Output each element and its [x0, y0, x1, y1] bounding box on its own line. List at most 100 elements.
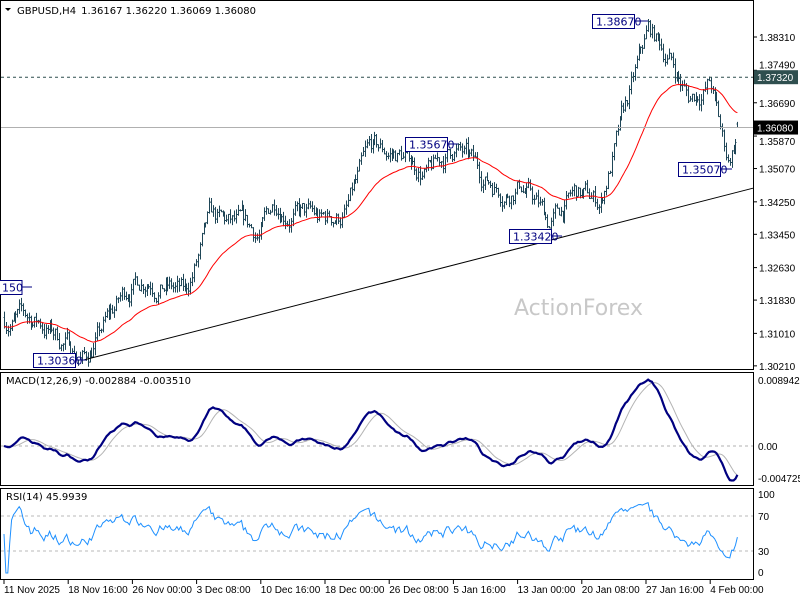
collapse-triangle-icon[interactable]: [5, 8, 11, 11]
ohlc-bar: [337, 213, 340, 225]
ohlc-bar: [560, 206, 563, 217]
ohlc-bar: [102, 316, 105, 333]
ohlc-bar: [111, 304, 114, 314]
ohlc-bar: [554, 203, 557, 219]
ohlc-bar: [242, 204, 245, 226]
ohlc-bar: [660, 38, 663, 51]
ohlc-bar: [263, 207, 266, 221]
ohlc-bar: [415, 168, 418, 181]
ohlc-bar: [535, 192, 538, 200]
ohlc-bar: [508, 195, 511, 208]
ohlc-bar: [461, 143, 464, 158]
moving-average-line: [3, 83, 738, 343]
ohlc-bar: [383, 147, 386, 155]
ohlc-bar: [734, 139, 737, 155]
ohlc-bar: [520, 186, 523, 193]
ohlc-bar: [155, 297, 158, 304]
ohlc-bar: [725, 142, 728, 161]
ohlc-bar: [674, 58, 677, 84]
annotation-low-1.33420[interactable]: 1.33420: [509, 229, 563, 244]
ohlc-bar: [655, 33, 658, 42]
ohlc-bar: [216, 208, 219, 223]
ohlc-bar: [658, 33, 661, 51]
ohlc-bar: [265, 206, 268, 215]
ohlc-bar: [277, 208, 280, 220]
ohlc-bar: [113, 306, 116, 318]
ohlc-bar: [180, 277, 183, 287]
ohlc-bar: [392, 149, 395, 159]
price-tick-label: 1.36690: [759, 99, 796, 110]
ohlc-bar: [227, 213, 230, 225]
ohlc-bar: [125, 291, 128, 301]
ohlc-bar: [332, 221, 335, 228]
ohlc-bar: [512, 195, 515, 206]
annotation-label: 1.38670: [596, 16, 642, 29]
annotation-clipped-150[interactable]: 150: [0, 280, 32, 295]
ohlc-bar: [373, 131, 376, 146]
ohlc-bar: [438, 157, 441, 167]
ohlc-bar: [364, 140, 367, 157]
ohlc-bar: [250, 223, 253, 229]
ohlc-bar: [153, 292, 156, 303]
ohlc-bar: [459, 141, 462, 151]
annotation-low-1.35070[interactable]: 1.35070: [678, 162, 733, 177]
ohlc-bar: [60, 344, 63, 352]
rsi-pane[interactable]: [0, 488, 754, 580]
ohlc-bar: [119, 292, 122, 302]
ohlc-bar: [480, 171, 483, 192]
ohlc-bar: [301, 203, 304, 209]
ohlc-bar: [609, 170, 612, 175]
ohlc-bar: [472, 144, 475, 161]
watermark: ActionForex: [514, 296, 643, 321]
annotation-high-1.35670[interactable]: 1.35670: [405, 137, 459, 152]
ohlc-bar: [398, 149, 401, 156]
ohlc-bar: [339, 217, 342, 229]
ohlc-bar: [484, 176, 487, 191]
ohlc-bar: [691, 93, 694, 102]
price-tick-label: 1.37490: [759, 61, 796, 72]
ohlc-bar: [601, 197, 604, 204]
ohlc-bar: [43, 324, 46, 339]
ohlc-bar: [607, 171, 610, 190]
ohlc-bar: [64, 332, 67, 350]
ohlc-bar: [731, 150, 734, 168]
ohlc-bar: [525, 182, 528, 198]
ohlc-bar: [402, 152, 405, 160]
ohlc-bar: [296, 201, 299, 212]
ohlc-bar: [645, 25, 648, 40]
ohlc-bar: [31, 322, 34, 328]
macd-tick-zero: 0.00: [758, 442, 778, 453]
ohlc-bar: [672, 52, 675, 68]
ohlc-bar: [571, 186, 574, 197]
ohlc-bar: [647, 18, 650, 32]
ohlc-bar: [689, 96, 692, 102]
annotation-low-1.30360[interactable]: 1.30360: [33, 353, 87, 368]
ohlc-bar: [385, 151, 388, 161]
annotation-label: 1.35670: [409, 139, 455, 152]
time-tick-label: 26 Dec 08:00: [389, 585, 449, 596]
annotation-high-1.38670[interactable]: 1.38670: [592, 14, 649, 29]
ohlc-bar: [172, 282, 175, 293]
price-pane[interactable]: [0, 0, 754, 370]
macd-pane[interactable]: [0, 372, 754, 486]
ohlc-bar: [149, 281, 152, 296]
ohlc-bar: [233, 210, 236, 222]
trendline[interactable]: [84, 187, 754, 361]
ohlc-bar: [470, 148, 473, 157]
ohlc-bar: [537, 189, 540, 208]
ohlc-bar: [123, 287, 126, 300]
ohlc-bar: [50, 318, 53, 333]
ohlc-bar: [634, 64, 637, 81]
ohlc-bar: [668, 48, 671, 60]
rsi-title: RSI(14) 45.9939: [6, 492, 87, 503]
ohlc-bar: [476, 152, 479, 169]
ohlc-bar: [478, 161, 481, 184]
ohlc-bar: [626, 99, 629, 107]
ohlc-bar: [491, 182, 494, 198]
time-axis[interactable]: 11 Nov 2025 18 Nov 16:00 26 Nov 00:00 3 Dec…: [3, 580, 764, 596]
ohlc-bar: [573, 183, 576, 197]
ohlc-bar: [375, 134, 378, 148]
ohlc-bar: [275, 204, 278, 217]
ohlc-bar: [24, 309, 27, 318]
